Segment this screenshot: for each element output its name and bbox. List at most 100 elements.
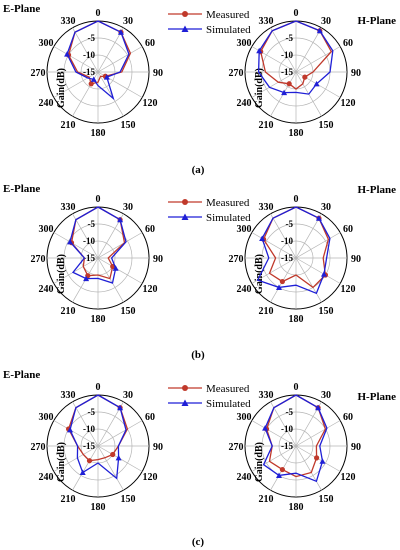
angle-tick-label: 300: [237, 38, 252, 49]
angle-tick-label: 150: [121, 494, 136, 505]
angle-tick-label: 270: [229, 254, 244, 265]
grid-spoke: [295, 257, 341, 284]
radial-tick-label: -15: [281, 67, 293, 77]
angle-tick-label: 270: [31, 442, 46, 453]
subfigure-label: (a): [192, 164, 205, 176]
angle-tick-label: 60: [343, 224, 353, 235]
simulated-point: [64, 51, 71, 57]
angle-tick-label: 180: [91, 502, 106, 513]
angle-tick-label: 120: [340, 98, 355, 109]
legend-simulated-marker: [181, 399, 189, 406]
radial-tick-label: -10: [83, 424, 95, 434]
angle-tick-label: 210: [61, 494, 76, 505]
angle-tick-label: 120: [142, 98, 157, 109]
simulated-point: [320, 271, 327, 277]
angle-tick-label: 210: [61, 120, 76, 131]
angle-tick-label: 300: [39, 38, 54, 49]
grid-spoke: [270, 213, 297, 259]
grid-spoke: [72, 445, 99, 491]
angle-tick-label: 120: [142, 284, 157, 295]
radial-tick-label: -15: [83, 441, 95, 451]
measured-point: [88, 81, 94, 87]
angle-tick-label: 90: [351, 442, 361, 453]
simulated-point: [117, 404, 124, 411]
angle-tick-label: 180: [289, 128, 304, 139]
angle-tick-label: 240: [237, 284, 252, 295]
grid-spoke: [97, 257, 124, 303]
radial-tick-label: -5: [286, 219, 294, 229]
grid-spoke: [270, 27, 297, 73]
angle-tick-label: 30: [123, 16, 133, 27]
plane-title: H-Plane: [358, 391, 397, 403]
grid-spoke: [72, 213, 99, 259]
grid-spoke: [295, 27, 322, 73]
grid-spoke: [97, 257, 143, 284]
radial-tick-label: -5: [88, 33, 96, 43]
grid-spoke: [97, 46, 143, 73]
subfigure-label: (c): [192, 536, 205, 548]
simulated-point: [83, 275, 90, 282]
polar-panel: 0 30 60 90 120 150 180 210 240 270 300 330 -5 -10 -15 G…: [229, 184, 397, 325]
grid-spoke: [72, 401, 99, 447]
angle-tick-label: 240: [39, 472, 54, 483]
simulated-point: [103, 74, 110, 80]
grid-spoke: [251, 420, 297, 447]
angle-tick-label: 330: [259, 202, 274, 213]
simulated-point: [115, 454, 122, 461]
angle-tick-label: 120: [142, 472, 157, 483]
grid-spoke: [295, 46, 341, 73]
simulated-point: [67, 426, 74, 433]
measured-point: [286, 81, 292, 87]
angle-tick-label: 30: [321, 202, 331, 213]
legend-measured-label: Measured: [206, 197, 250, 209]
simulated-point: [315, 215, 322, 221]
angle-tick-label: 210: [61, 306, 76, 317]
angle-tick-label: 210: [259, 494, 274, 505]
measured-point: [314, 455, 320, 461]
angle-tick-label: 300: [237, 224, 252, 235]
axis-label: Gain(dB): [56, 254, 67, 294]
grid-spoke: [251, 445, 297, 472]
simulated-point: [67, 238, 74, 245]
angle-tick-label: 0: [294, 8, 299, 19]
angle-tick-label: 240: [39, 98, 54, 109]
simulated-point: [276, 284, 282, 290]
angle-tick-label: 180: [91, 314, 106, 325]
simulated-point: [117, 29, 124, 35]
axis-label: Gain(dB): [56, 442, 67, 482]
angle-tick-label: 270: [31, 68, 46, 79]
simulated-point: [313, 80, 320, 87]
angle-tick-label: 210: [259, 120, 274, 131]
angle-tick-label: 60: [145, 224, 155, 235]
radial-tick-label: -15: [281, 441, 293, 451]
angle-tick-label: 30: [321, 390, 331, 401]
angle-tick-label: 30: [123, 202, 133, 213]
polar-panel: 0 30 60 90 120 150 180 210 240 270 300 330 -5 -10 -15 G…: [3, 3, 163, 139]
angle-tick-label: 150: [319, 120, 334, 131]
angle-tick-label: 240: [39, 284, 54, 295]
legend-simulated-label: Simulated: [206, 24, 251, 36]
grid-spoke: [295, 232, 341, 259]
grid-spoke: [53, 71, 99, 98]
angle-tick-label: 60: [145, 412, 155, 423]
axis-label: Gain(dB): [254, 442, 265, 482]
angle-tick-label: 300: [39, 412, 54, 423]
legend-measured-marker: [182, 11, 188, 17]
angle-tick-label: 90: [153, 68, 163, 79]
measured-point: [86, 458, 93, 464]
grid-spoke: [251, 71, 297, 98]
radial-tick-label: -10: [83, 50, 95, 60]
grid-spoke: [251, 257, 297, 284]
angle-tick-label: 150: [319, 494, 334, 505]
simulated-point: [79, 469, 86, 476]
legend: Measured Simulated: [168, 9, 251, 36]
angle-tick-label: 300: [39, 224, 54, 235]
legend: Measured Simulated: [168, 383, 251, 410]
polar-panel: 0 30 60 90 120 150 180 210 240 270 300 330 -5 -10 -15 G…: [3, 369, 163, 513]
polar-panel: 0 30 60 90 120 150 180 210 240 270 300 330 -5 -10 -15 G…: [229, 382, 397, 513]
grid-spoke: [97, 71, 124, 117]
grid-spoke: [97, 27, 124, 73]
angle-tick-label: 210: [259, 306, 274, 317]
measured-point: [279, 278, 285, 285]
